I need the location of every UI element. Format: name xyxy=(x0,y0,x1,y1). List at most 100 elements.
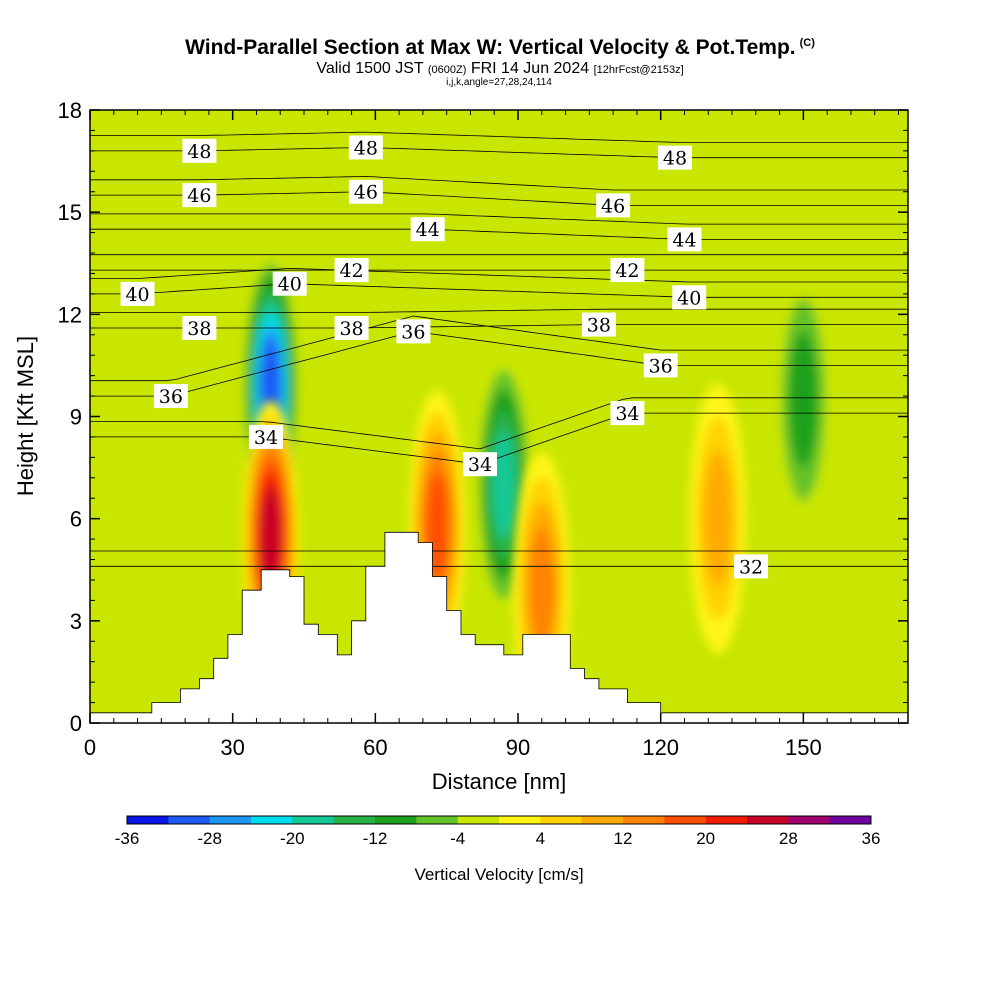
y-tick-label: 18 xyxy=(58,98,82,123)
svg-text:40: 40 xyxy=(278,274,302,296)
y-tick-label: 0 xyxy=(70,711,82,736)
colorbar-swatch xyxy=(540,816,583,824)
x-tick-label: 60 xyxy=(363,735,387,760)
colorbar-swatch xyxy=(416,816,459,824)
isentrope xyxy=(90,324,908,329)
colorbar-tick-label: -20 xyxy=(280,829,305,848)
isentrope xyxy=(90,315,908,382)
chart-subtitle: Valid 1500 JST (0600Z) FRI 14 Jun 2024 [… xyxy=(316,60,684,77)
svg-text:38: 38 xyxy=(339,318,363,340)
colorbar-swatch xyxy=(375,816,417,824)
w-feature xyxy=(774,264,833,535)
colorbar-tick-label: 36 xyxy=(862,829,881,848)
svg-text:46: 46 xyxy=(354,182,378,204)
isentrope xyxy=(90,267,908,283)
contour-label: 48 xyxy=(182,138,217,163)
colorbar-swatch xyxy=(664,816,707,824)
isentrope xyxy=(90,283,908,298)
isentrope xyxy=(90,213,908,225)
isentrope xyxy=(90,308,908,313)
colorbar-swatch xyxy=(581,816,624,824)
svg-text:34: 34 xyxy=(468,454,492,476)
svg-text:38: 38 xyxy=(187,318,211,340)
isentrope xyxy=(90,412,908,465)
x-tick-label: 0 xyxy=(84,735,96,760)
svg-text:46: 46 xyxy=(601,195,625,217)
contour-label: 34 xyxy=(462,452,497,477)
colorbar-swatch xyxy=(168,816,211,824)
isentrope xyxy=(90,397,908,450)
colorbar: -36 -28 -20 -12 -4 4 12 20 28 36 xyxy=(115,815,881,848)
svg-text:36: 36 xyxy=(159,386,183,408)
contour-label: 46 xyxy=(182,183,217,208)
svg-text:48: 48 xyxy=(663,148,687,170)
y-tick-label: 15 xyxy=(58,200,82,225)
svg-text:32: 32 xyxy=(739,556,763,578)
colorbar-swatch xyxy=(209,816,252,824)
colorbar-tick-label: 28 xyxy=(779,829,798,848)
y-tick-label: 9 xyxy=(70,405,82,430)
contour-label: 36 xyxy=(153,384,188,409)
chart-params: i,j,k,angle=27,28,24,114 xyxy=(446,77,552,88)
terrain xyxy=(89,531,909,724)
isentrope xyxy=(90,228,908,240)
chart-title: Wind-Parallel Section at Max W: Vertical… xyxy=(185,36,815,59)
contour-label: 48 xyxy=(657,145,692,170)
colorbar-swatch xyxy=(747,816,789,824)
colorbar-frame xyxy=(126,815,872,825)
contour-label: 42 xyxy=(334,258,369,283)
x-tick-label: 120 xyxy=(642,735,679,760)
contour-label: 40 xyxy=(672,285,707,310)
isentrope xyxy=(90,191,908,206)
svg-text:40: 40 xyxy=(125,284,149,306)
contour-label: 36 xyxy=(643,353,678,378)
svg-text:36: 36 xyxy=(649,355,673,377)
svg-text:44: 44 xyxy=(416,219,440,241)
contour-label: 44 xyxy=(410,217,445,242)
contour-label: 44 xyxy=(667,227,702,252)
svg-text:48: 48 xyxy=(187,141,211,163)
colorbar-tick-label: 4 xyxy=(536,829,545,848)
colorbar-swatch xyxy=(788,816,831,824)
colorbar-swatch xyxy=(333,816,376,824)
colorbar-swatch xyxy=(251,816,293,824)
contour-label: 38 xyxy=(334,315,369,340)
colorbar-tick-label: 20 xyxy=(696,829,715,848)
svg-text:36: 36 xyxy=(401,321,425,343)
y-tick-label: 6 xyxy=(70,507,82,532)
contour-label: 40 xyxy=(272,271,307,296)
x-tick-label: 30 xyxy=(220,735,244,760)
contour-label: 34 xyxy=(248,424,283,449)
colorbar-tick-label: -12 xyxy=(363,829,388,848)
contour-label: 42 xyxy=(610,258,645,283)
svg-text:46: 46 xyxy=(187,185,211,207)
svg-text:34: 34 xyxy=(615,403,639,425)
svg-text:48: 48 xyxy=(354,137,378,159)
isentrope-lines xyxy=(90,131,908,567)
y-tick-label: 12 xyxy=(58,302,82,327)
isentrope xyxy=(90,131,908,143)
contour-label: 46 xyxy=(596,193,631,218)
contour-label: 36 xyxy=(396,319,431,344)
isentrope xyxy=(90,175,908,191)
x-tick-label: 150 xyxy=(785,735,822,760)
colorbar-tick-label: -4 xyxy=(450,829,465,848)
contour-label: 32 xyxy=(734,554,769,579)
svg-text:34: 34 xyxy=(254,427,278,449)
contour-label: 34 xyxy=(610,401,645,426)
svg-text:40: 40 xyxy=(677,287,701,309)
contour-label: 40 xyxy=(120,281,155,306)
contour-label: 48 xyxy=(348,135,383,160)
contour-label: 38 xyxy=(182,315,217,340)
y-tick-label: 3 xyxy=(70,609,82,634)
isentrope xyxy=(90,147,908,159)
colorbar-title: Vertical Velocity [cm/s] xyxy=(414,865,583,884)
colorbar-swatch xyxy=(705,816,748,824)
contour-label: 38 xyxy=(581,312,616,337)
colorbar-swatch xyxy=(499,816,541,824)
svg-text:42: 42 xyxy=(339,260,363,282)
w-feature xyxy=(689,383,747,654)
x-axis-title: Distance [nm] xyxy=(432,769,567,794)
x-tick-label: 90 xyxy=(506,735,530,760)
